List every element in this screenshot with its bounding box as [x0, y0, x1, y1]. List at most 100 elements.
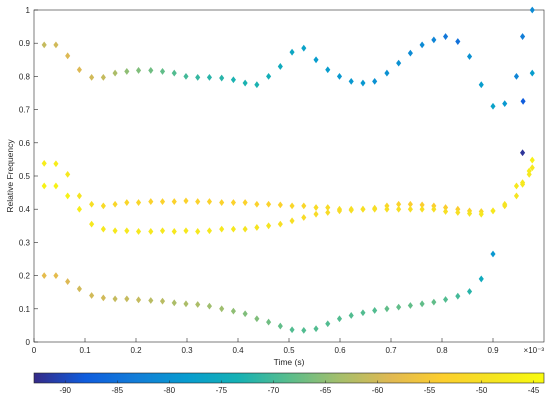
- data-point: [76, 192, 82, 200]
- data-point: [171, 299, 177, 307]
- data-point: [148, 67, 154, 74]
- colorbar-tick-label: -75: [216, 386, 228, 395]
- data-point: [100, 73, 106, 81]
- data-point: [76, 205, 82, 213]
- data-point: [313, 56, 319, 64]
- data-point: [325, 209, 331, 216]
- data-point: [431, 298, 437, 306]
- data-point: [183, 300, 189, 308]
- data-point: [336, 207, 343, 215]
- data-point: [490, 102, 496, 110]
- y-tick-label: 0.5: [19, 172, 31, 181]
- data-point: [526, 170, 532, 178]
- data-point: [455, 38, 461, 45]
- data-point: [254, 224, 260, 231]
- y-tick-label: 1: [26, 6, 31, 15]
- data-point: [360, 205, 366, 213]
- data-point: [313, 325, 319, 333]
- data-point: [490, 207, 496, 215]
- data-point: [41, 41, 47, 49]
- data-point: [502, 100, 508, 108]
- colorbar-tick-label: -45: [528, 386, 540, 395]
- data-point: [41, 182, 47, 190]
- y-tick-label: 0.7: [19, 106, 31, 115]
- data-point: [136, 199, 142, 206]
- data-point: [148, 297, 154, 304]
- colorbar-tick-label: -65: [320, 386, 332, 395]
- data-point: [65, 278, 71, 285]
- data-point: [112, 295, 118, 303]
- data-point: [443, 33, 449, 40]
- x-tick-label: 0.9: [487, 346, 499, 355]
- data-point: [396, 303, 402, 311]
- data-point: [230, 307, 236, 315]
- data-point: [266, 73, 272, 80]
- data-point: [112, 69, 118, 77]
- data-point: [466, 210, 473, 217]
- data-point: [171, 228, 177, 235]
- data-point: [348, 77, 354, 85]
- data-point: [195, 198, 201, 205]
- data-point: [219, 74, 225, 82]
- data-point: [100, 202, 106, 210]
- data-point: [254, 81, 260, 89]
- data-point: [171, 198, 177, 205]
- data-point: [53, 41, 59, 49]
- data-point: [336, 73, 343, 80]
- data-point: [301, 326, 307, 334]
- data-point: [396, 59, 402, 67]
- data-point: [41, 272, 47, 279]
- data-point: [124, 68, 130, 75]
- data-point: [372, 307, 378, 314]
- data-point: [431, 205, 437, 213]
- data-point: [301, 202, 307, 210]
- y-tick-label: 0.4: [19, 205, 31, 214]
- data-point: [219, 199, 225, 206]
- data-point: [325, 204, 331, 211]
- data-point: [183, 197, 189, 205]
- data-point: [396, 200, 402, 208]
- data-point: [431, 36, 437, 44]
- data-point: [419, 300, 425, 308]
- data-point: [136, 296, 142, 304]
- data-point: [502, 200, 508, 208]
- data-point: [336, 315, 343, 323]
- x-tick-label: 0.3: [181, 346, 193, 355]
- data-point: [478, 275, 484, 283]
- data-point: [348, 206, 354, 214]
- colorbar-tick-label: -90: [59, 386, 71, 395]
- plot-area: [33, 9, 545, 343]
- data-point: [254, 315, 260, 323]
- data-point: [148, 228, 154, 235]
- data-point: [206, 198, 212, 205]
- data-point: [136, 228, 142, 235]
- colorbar-tick-label: -70: [268, 386, 280, 395]
- colorbar-ticks: -90 -85 -80 -75 -70 -65 -60 -55 -50 -45: [59, 380, 540, 395]
- x-tick-label: 0.8: [436, 346, 448, 355]
- data-point: [53, 272, 59, 279]
- data-point: [407, 205, 413, 213]
- data-point: [396, 205, 402, 213]
- data-point: [529, 164, 535, 172]
- y-tick-label: 0.3: [19, 238, 31, 247]
- x-tick-label: 0.2: [130, 346, 142, 355]
- data-point: [520, 33, 526, 40]
- data-point: [76, 66, 82, 74]
- data-point: [301, 44, 307, 52]
- data-point: [443, 204, 449, 211]
- data-point: [242, 79, 248, 87]
- x-tick-label: 0.6: [334, 346, 346, 355]
- data-point: [419, 201, 425, 209]
- data-point: [301, 214, 307, 221]
- data-point: [407, 302, 413, 309]
- data-point: [89, 220, 95, 228]
- data-point: [159, 297, 166, 305]
- data-point: [254, 200, 260, 208]
- data-point: [112, 200, 118, 208]
- data-point: [529, 6, 535, 14]
- y-tick-label: 0.8: [19, 72, 31, 81]
- data-point: [183, 227, 189, 235]
- data-point: [277, 220, 283, 228]
